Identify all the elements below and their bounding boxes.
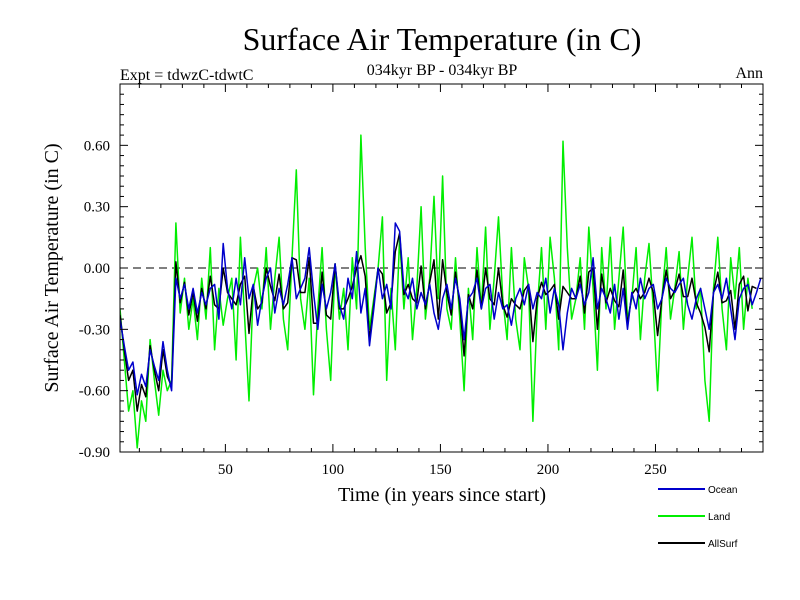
x-tick-label: 150 — [429, 462, 452, 478]
x-tick-label: 250 — [644, 462, 667, 478]
y-tick-label: -0.60 — [79, 384, 110, 400]
y-tick-label: -0.30 — [79, 322, 110, 338]
series-line-ocean — [120, 222, 762, 396]
y-tick-label: 0.30 — [84, 200, 110, 216]
x-tick-label: 100 — [322, 462, 345, 478]
y-tick-label: 0.00 — [84, 261, 110, 277]
legend-label-allsurf: AllSurf — [708, 539, 738, 550]
chart-subtitle: 034kyr BP - 034kyr BP — [367, 62, 518, 79]
series-line-land — [120, 134, 753, 449]
legend: Ocean Land AllSurf — [658, 485, 738, 550]
x-axis-ticks: 50 100 150 200 250 — [138, 84, 742, 478]
series-line-allsurf — [120, 232, 757, 412]
season-label: Ann — [735, 65, 763, 82]
y-tick-label: -0.90 — [79, 445, 110, 461]
y-tick-label: 0.60 — [84, 138, 110, 154]
legend-label-ocean: Ocean — [708, 485, 737, 496]
y-axis-label: Surface Air Temperature (in C) — [41, 143, 63, 392]
y-axis-ticks: -0.90 -0.60 -0.30 0.00 0.30 0.60 — [79, 83, 763, 461]
x-tick-label: 50 — [218, 462, 233, 478]
experiment-label: Expt = tdwzC-tdwtC — [120, 67, 253, 84]
series-layer — [120, 134, 762, 449]
x-tick-label: 200 — [537, 462, 560, 478]
legend-label-land: Land — [708, 512, 730, 523]
x-axis-label: Time (in years since start) — [338, 484, 546, 506]
chart-title: Surface Air Temperature (in C) — [243, 21, 642, 57]
